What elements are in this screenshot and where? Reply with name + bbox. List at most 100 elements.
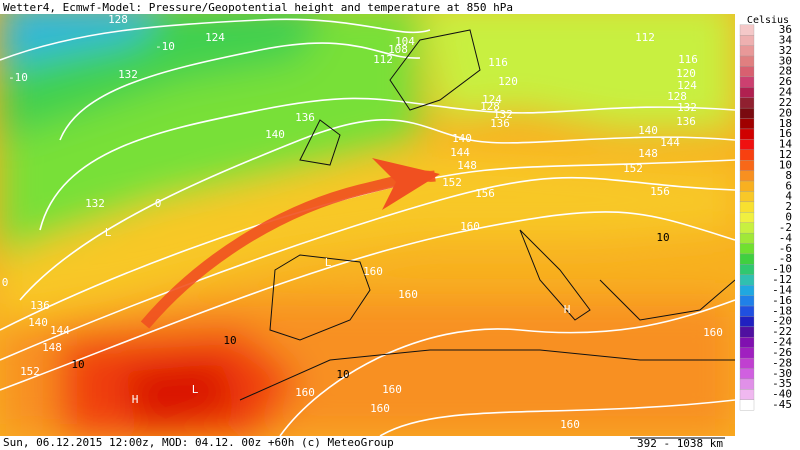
legend-swatch [739, 35, 755, 46]
legend-label: 16 [779, 127, 792, 140]
legend-label: -26 [772, 346, 792, 359]
map-label: 152 [623, 162, 643, 175]
legend-swatch [739, 253, 755, 265]
map-label: H [132, 393, 139, 406]
map-label: 132 [118, 68, 138, 81]
isohypse [39, 97, 735, 231]
map-label: 10 [336, 368, 349, 381]
legend-swatch [739, 274, 755, 286]
legend-label: -2 [779, 221, 792, 234]
legend-label: -8 [779, 252, 792, 265]
field-yellow [0, 150, 735, 320]
legend-label: 8 [785, 169, 792, 182]
legend-label: -28 [772, 356, 792, 369]
map-label: 132 [85, 197, 105, 210]
legend-label: -30 [772, 367, 792, 380]
coastlines [239, 29, 735, 401]
africa-coast [239, 349, 735, 401]
map-label: 140 [452, 132, 472, 145]
map-label: 140 [265, 128, 285, 141]
map-label: 10 [71, 358, 84, 371]
map-label: 160 [382, 383, 402, 396]
header-title: Wetter4, Ecmwf-Model: Pressure/Geopotent… [3, 1, 513, 14]
map-label: 128 [108, 13, 128, 26]
legend-label: -16 [772, 294, 792, 307]
legend-label: 36 [779, 23, 792, 36]
legend-label: 6 [785, 179, 792, 192]
field-deep-red [120, 360, 240, 430]
map-label: 160 [370, 402, 390, 415]
map-label: 136 [490, 117, 510, 130]
map-label: 10 [656, 231, 669, 244]
legend-label: -40 [772, 388, 792, 401]
legend-swatch [739, 264, 755, 275]
legend-swatch [739, 389, 755, 400]
map-label: 136 [295, 111, 315, 124]
map-label: 116 [488, 56, 508, 69]
map-label: 148 [42, 341, 62, 354]
map-label: 152 [442, 176, 462, 189]
map-label: 160 [703, 326, 723, 339]
map-label: 10 [223, 334, 236, 347]
map-label: 120 [498, 75, 518, 88]
legend-swatch [739, 326, 755, 338]
scale-label: 392 - 1038 km [637, 437, 723, 450]
map-label: 136 [676, 115, 696, 128]
map-label: 108 [388, 43, 408, 56]
iberia-coast [269, 254, 371, 341]
map-label: 144 [50, 324, 70, 337]
legend-label: 28 [779, 65, 792, 78]
flow-arrow-head [372, 158, 440, 210]
map-label: 140 [28, 316, 48, 329]
map-label: L [105, 226, 112, 239]
map-label: -10 [8, 71, 28, 84]
isohypse [0, 18, 431, 61]
map-label: 120 [676, 67, 696, 80]
legend-unit: Celsius [747, 15, 789, 26]
legend-swatch [739, 285, 755, 296]
isohypse [19, 119, 735, 301]
legend-label: 10 [779, 158, 792, 171]
legend-swatch [739, 24, 755, 36]
legend-label: -4 [779, 231, 793, 244]
legend-label: -18 [772, 304, 792, 317]
map-label: 112 [635, 31, 655, 44]
britain-coast [299, 119, 341, 166]
map-label: 124 [205, 31, 225, 44]
map-label: 112 [373, 53, 393, 66]
header-bar [0, 0, 800, 14]
map-label: 132 [677, 101, 697, 114]
legend-swatch [739, 97, 755, 109]
legend-label: -24 [772, 336, 792, 349]
map-label: 124 [677, 79, 697, 92]
map-label: L [325, 256, 332, 269]
map-label: 160 [460, 220, 480, 233]
legend-swatch [739, 232, 755, 244]
map-label: 104 [395, 35, 415, 48]
legend-swatch [739, 368, 755, 380]
legend-swatch [739, 87, 755, 98]
legend-label: -6 [779, 242, 792, 255]
legend-label: -10 [772, 263, 792, 276]
legend-swatch [739, 212, 755, 223]
map-label: 148 [457, 159, 477, 172]
legend-label: 22 [779, 96, 792, 109]
legend-label: -20 [772, 315, 792, 328]
legend-swatch [739, 149, 755, 161]
legend-label: 26 [779, 75, 792, 88]
legend-swatch [739, 180, 755, 192]
legend: 363432302826242220181614121086420-2-4-6-… [739, 23, 793, 411]
map-label: 160 [560, 418, 580, 431]
map-label: 124 [482, 93, 502, 106]
legend-swatch [739, 45, 755, 57]
map-label: 116 [678, 53, 698, 66]
legend-swatch [739, 66, 755, 78]
map-label: 128 [480, 100, 500, 113]
balkan-coast [599, 279, 735, 321]
legend-label: 12 [779, 148, 792, 161]
map-label: 148 [638, 147, 658, 160]
isohypse [0, 211, 735, 391]
legend-swatch [739, 378, 755, 390]
